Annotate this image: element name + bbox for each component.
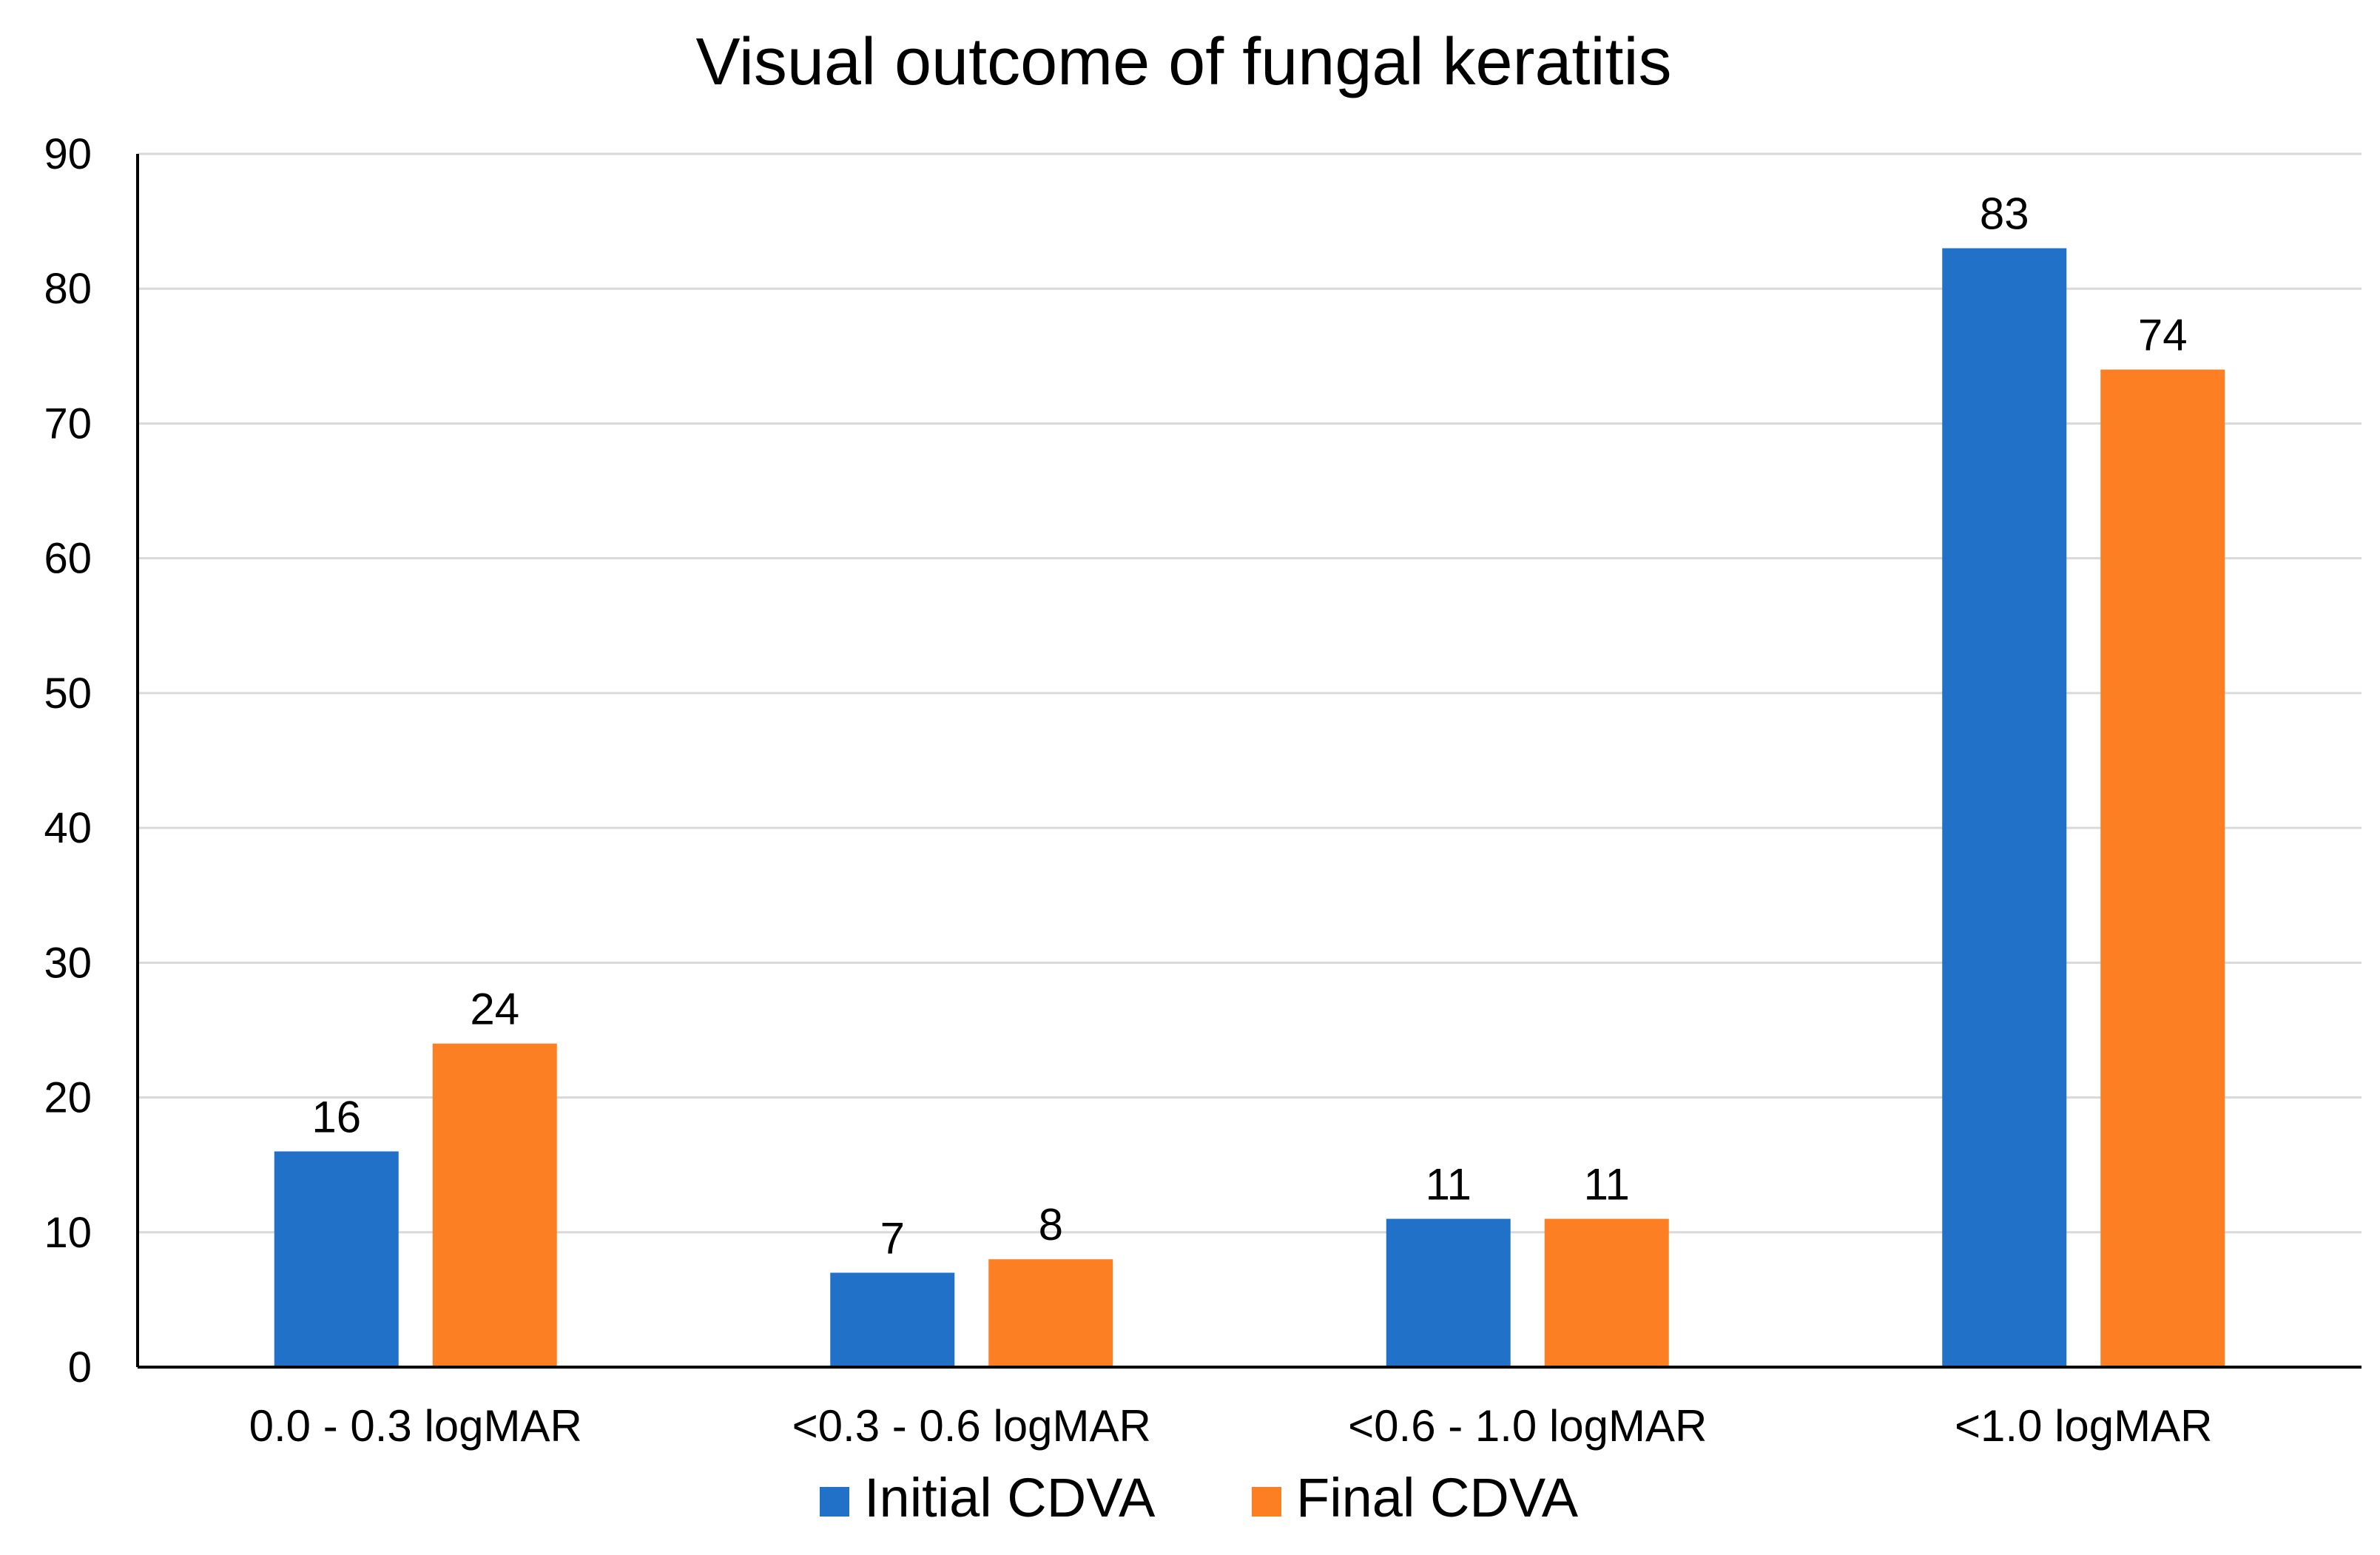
bar-initial-cdva — [830, 1272, 955, 1367]
y-tick-label: 60 — [44, 535, 92, 583]
data-label: 74 — [2138, 311, 2188, 360]
bar-initial-cdva — [1942, 248, 2067, 1367]
y-tick-label: 10 — [44, 1209, 92, 1257]
y-tick-label: 20 — [44, 1074, 92, 1122]
data-label: 8 — [1039, 1200, 1063, 1249]
bar-final-cdva — [2100, 369, 2225, 1367]
bar-final-cdva — [1544, 1218, 1669, 1367]
x-category-label: <0.3 - 0.6 logMAR — [792, 1401, 1151, 1451]
data-label: 24 — [470, 985, 519, 1034]
y-tick-label: 50 — [44, 669, 92, 718]
y-tick-label: 40 — [44, 804, 92, 852]
bar-final-cdva — [432, 1043, 557, 1367]
data-label: 7 — [880, 1213, 905, 1263]
x-axis-categories: 0.0 - 0.3 logMAR <0.3 - 0.6 logMAR <0.6 - … — [249, 1401, 2213, 1451]
data-label: 11 — [1426, 1160, 1472, 1210]
y-tick-label: 30 — [44, 939, 92, 987]
axes — [136, 154, 2362, 1369]
x-category-label: 0.0 - 0.3 logMAR — [249, 1401, 582, 1451]
x-category-label: <1.0 logMAR — [1955, 1401, 2213, 1451]
data-labels: 16 24 7 8 11 11 83 74 — [311, 189, 2187, 1264]
legend-label: Initial CDVA — [864, 1467, 1156, 1528]
bar-initial-cdva — [1386, 1218, 1511, 1367]
bar-final-cdva — [988, 1259, 1113, 1367]
chart-title: Visual outcome of fungal keratitis — [695, 25, 1671, 99]
bars — [274, 248, 2225, 1367]
data-label: 11 — [1584, 1160, 1630, 1210]
data-label: 83 — [1980, 189, 2029, 239]
bar-initial-cdva — [274, 1151, 399, 1367]
legend: Initial CDVA Final CDVA — [820, 1467, 1579, 1528]
x-category-label: <0.6 - 1.0 logMAR — [1348, 1401, 1707, 1451]
y-tick-label: 0 — [68, 1343, 92, 1392]
data-label: 16 — [311, 1092, 361, 1141]
legend-swatch-initial-cdva — [820, 1487, 849, 1517]
y-tick-label: 90 — [44, 130, 92, 178]
y-tick-label: 80 — [44, 265, 92, 313]
y-tick-label: 70 — [44, 399, 92, 448]
legend-label: Final CDVA — [1296, 1467, 1579, 1528]
legend-swatch-final-cdva — [1252, 1487, 1281, 1517]
y-axis-ticks: 0 10 20 30 40 50 60 70 80 90 — [44, 130, 92, 1392]
